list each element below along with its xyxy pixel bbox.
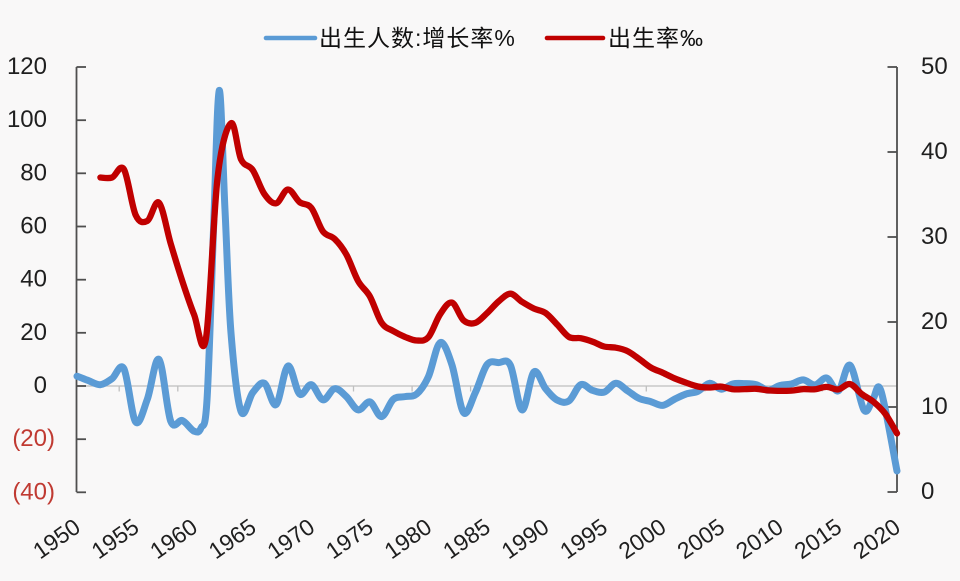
svg-text:30: 30: [921, 223, 948, 250]
svg-text:80: 80: [20, 159, 47, 186]
svg-text:0: 0: [34, 372, 47, 399]
svg-text:50: 50: [921, 53, 948, 80]
svg-text:20: 20: [921, 308, 948, 335]
svg-text:10: 10: [921, 393, 948, 420]
svg-text:40: 40: [20, 266, 47, 293]
svg-text:60: 60: [20, 213, 47, 240]
svg-text:出生率‰: 出生率‰: [608, 25, 704, 51]
svg-text:20: 20: [20, 319, 47, 346]
svg-text:(20): (20): [12, 425, 55, 452]
svg-text:出生人数:增长率%: 出生人数:增长率%: [319, 25, 516, 51]
svg-text:120: 120: [7, 53, 47, 80]
svg-text:100: 100: [7, 106, 47, 133]
svg-text:(40): (40): [12, 478, 55, 505]
svg-text:0: 0: [921, 478, 934, 505]
svg-text:40: 40: [921, 138, 948, 165]
